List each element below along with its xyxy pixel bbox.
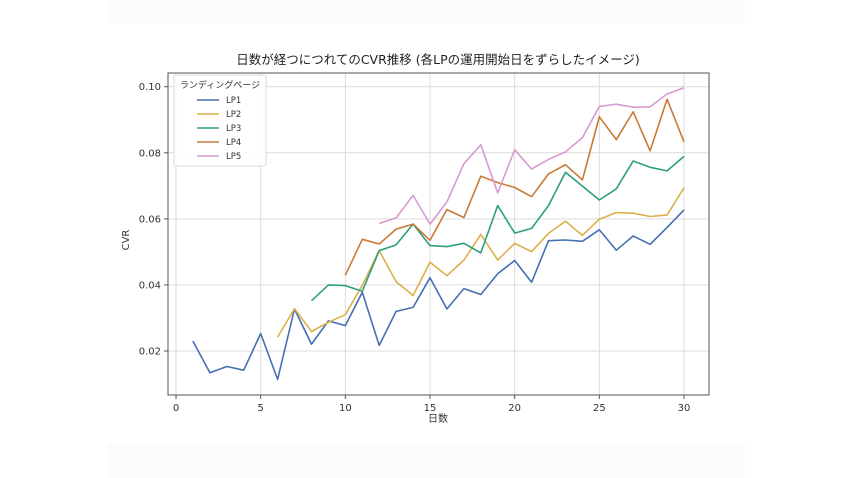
y-axis: 0.02 0.04 0.06 0.08 0.10 [139, 82, 168, 358]
legend-label-lp1: LP1 [226, 96, 241, 106]
x-tick-label: 5 [257, 403, 263, 414]
y-tick-label: 0.10 [139, 82, 161, 93]
grid [168, 73, 709, 395]
series-line-lp3 [310, 155, 685, 302]
x-tick-label: 0 [173, 403, 179, 414]
legend: ランディングページ LP1 LP2 LP3 LP4 LP5 [173, 74, 267, 167]
chart-title: 日数が経つにつれてのCVR推移 (各LPの運用開始日をずらしたイメージ) [236, 52, 640, 67]
x-tick-label: 10 [339, 403, 352, 414]
y-tick-label: 0.06 [139, 214, 161, 225]
x-axis: 0 5 10 15 20 25 30 [173, 395, 691, 414]
series-line-lp4 [344, 98, 685, 276]
top-margin-band [107, 0, 745, 24]
legend-label-lp5: LP5 [226, 152, 241, 162]
series-line-lp1 [192, 209, 685, 381]
y-tick-label: 0.08 [139, 148, 161, 159]
legend-label-lp2: LP2 [226, 110, 241, 120]
legend-box [173, 74, 267, 167]
x-tick-label: 30 [678, 403, 691, 414]
x-tick-label: 25 [593, 403, 606, 414]
legend-title: ランディングページ [180, 79, 260, 91]
legend-label-lp3: LP3 [226, 124, 241, 134]
series-lines [192, 86, 685, 381]
series-line-lp2 [276, 187, 685, 338]
x-tick-label: 15 [424, 403, 437, 414]
x-axis-label: 日数 [428, 412, 448, 425]
bottom-margin-band [107, 444, 745, 478]
plot-frame [167, 72, 710, 396]
y-tick-label: 0.04 [139, 280, 161, 291]
legend-label-lp4: LP4 [226, 138, 241, 148]
x-tick-label: 20 [508, 403, 521, 414]
series-line-lp5 [378, 86, 685, 225]
y-tick-label: 0.02 [139, 347, 161, 358]
y-axis-label: CVR [121, 230, 132, 251]
